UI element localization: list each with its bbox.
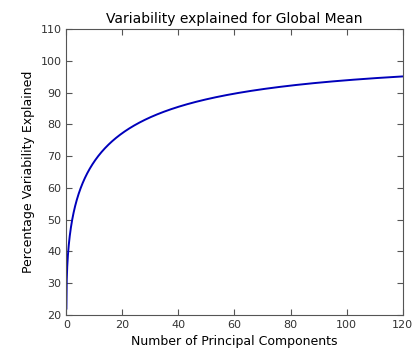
X-axis label: Number of Principal Components: Number of Principal Components	[131, 335, 338, 348]
Y-axis label: Percentage Variability Explained: Percentage Variability Explained	[22, 71, 35, 273]
Title: Variability explained for Global Mean: Variability explained for Global Mean	[106, 12, 363, 26]
